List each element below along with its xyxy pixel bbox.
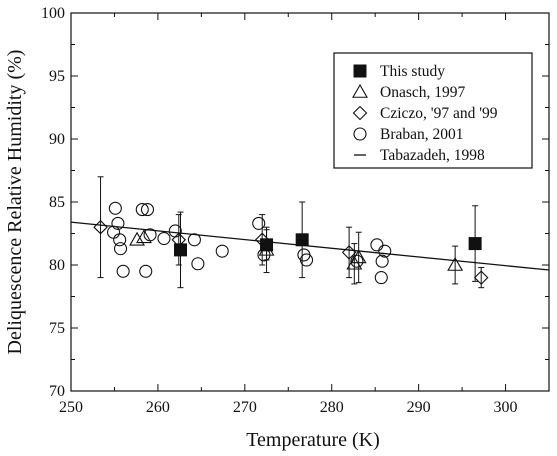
- legend-open-triangle-icon: [352, 83, 368, 98]
- open-diamond-point: [93, 219, 108, 235]
- open-circle-point: [370, 238, 384, 252]
- x-tick-label: 260: [146, 399, 170, 416]
- open-circle-point: [257, 248, 271, 262]
- open-circle-point: [168, 224, 182, 238]
- y-tick-label: 95: [49, 68, 65, 85]
- open-circle-point: [143, 228, 157, 242]
- open-circle-point: [191, 257, 205, 271]
- open-circle-point: [374, 271, 388, 285]
- open-circle-point: [215, 244, 229, 258]
- x-axis: 250 260 270 280 290 300: [59, 13, 518, 416]
- open-triangle-point: [350, 249, 367, 264]
- y-tick-label: 80: [49, 257, 65, 274]
- x-tick-label: 300: [494, 399, 518, 416]
- open-diamond-point: [254, 232, 270, 248]
- open-circle-point: [157, 231, 171, 246]
- open-circle-point: [299, 253, 314, 267]
- legend-open-diamond-icon: [352, 105, 368, 121]
- legend: This study Onasch, 1997 Cziczo, '97 and '9…: [333, 52, 533, 169]
- tabazadeh-line: [70, 221, 550, 271]
- y-tick-label: 85: [49, 194, 65, 211]
- y-axis-label: Deliquescence Relative Humidity (%): [4, 50, 26, 355]
- open-circle-point: [111, 216, 125, 230]
- fit-line-segment: [70, 221, 550, 271]
- open-diamond-point: [171, 232, 187, 248]
- x-tick-label: 250: [59, 399, 83, 416]
- open-circle-point: [140, 203, 155, 217]
- legend-filled-square-icon: [353, 64, 367, 78]
- x-axis-label: Temperature (K): [246, 429, 380, 451]
- y-tick-label: 70: [49, 383, 65, 400]
- open-circle-point: [252, 216, 266, 230]
- legend-box: [333, 52, 533, 169]
- data-markers: [93, 176, 489, 289]
- legend-label: Cziczo, '97 and '99: [380, 105, 498, 122]
- open-diamond-point: [473, 270, 489, 285]
- y-tick-label: 100: [41, 5, 65, 22]
- x-tick-label: 270: [233, 399, 257, 416]
- filled-square-point: [468, 237, 482, 251]
- legend-label: Tabazadeh, 1998: [380, 147, 485, 164]
- open-circle-point: [108, 201, 122, 215]
- filled-square-point: [174, 243, 188, 257]
- open-triangle-point: [136, 229, 152, 244]
- open-circle-point: [350, 254, 364, 268]
- open-circle-point: [378, 244, 392, 258]
- open-circle-point: [113, 242, 128, 256]
- open-circle-point: [135, 203, 149, 217]
- open-triangle-point: [447, 256, 464, 271]
- open-circle-point: [113, 233, 127, 247]
- open-diamond-point: [341, 245, 357, 260]
- y-tick-label: 75: [49, 320, 65, 337]
- legend-open-circle-icon: [353, 127, 367, 141]
- open-circle-point: [375, 254, 389, 268]
- y-axis: 70 75 80 85 90 95 100: [41, 5, 549, 400]
- x-tick-label: 280: [320, 399, 344, 416]
- legend-label: This study: [380, 63, 445, 80]
- legend-label: Onasch, 1997: [380, 84, 465, 101]
- open-circle-point: [139, 264, 153, 278]
- open-circle-point: [116, 264, 130, 278]
- x-tick-label: 290: [407, 399, 431, 416]
- open-triangle-point: [129, 231, 145, 246]
- open-circle-point: [187, 233, 201, 247]
- legend-label: Braban, 2001: [380, 126, 464, 143]
- y-tick-label: 90: [49, 131, 65, 148]
- filled-square-point: [295, 233, 309, 247]
